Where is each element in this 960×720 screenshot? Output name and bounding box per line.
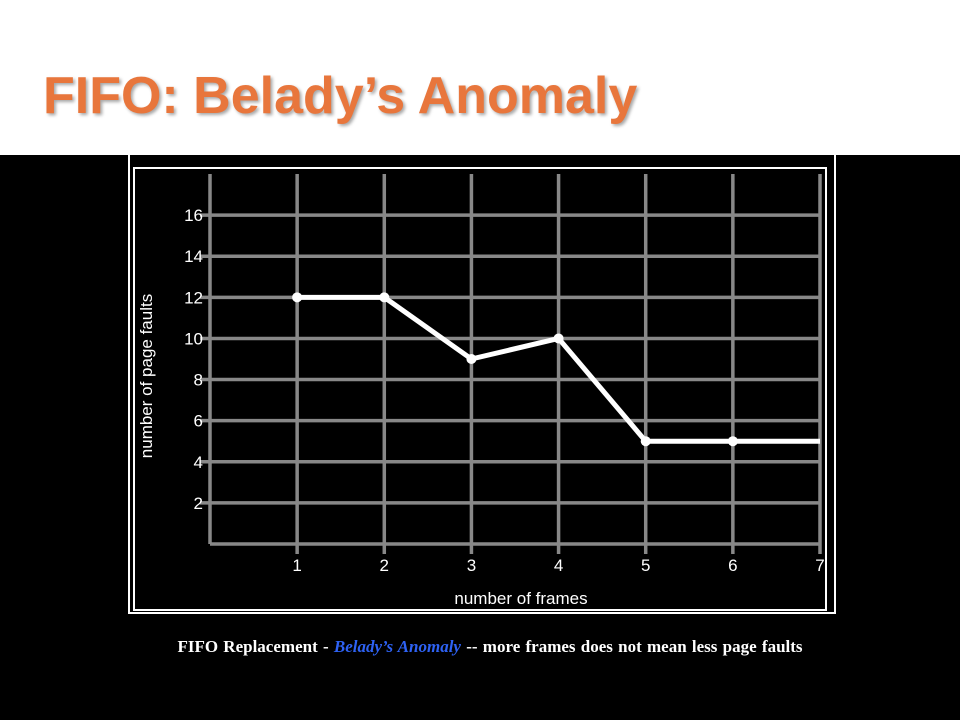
title-band: FIFO: Belady’s Anomaly xyxy=(0,0,960,152)
y-tick-label-4: 4 xyxy=(194,453,203,472)
data-point-x2 xyxy=(379,292,390,303)
data-point-x6 xyxy=(727,436,738,447)
y-tick-label-8: 8 xyxy=(194,371,203,390)
data-point-x3 xyxy=(466,354,477,364)
y-tick-labels: 2 4 6 8 10 12 14 16 xyxy=(184,206,203,513)
y-tick-label-12: 12 xyxy=(184,288,203,307)
y-tick-label-14: 14 xyxy=(184,247,203,266)
caption-prefix: FIFO Replacement - xyxy=(177,637,334,656)
y-tick-label-16: 16 xyxy=(184,206,203,225)
x-tick-label-5: 5 xyxy=(641,556,650,575)
data-series xyxy=(292,292,820,447)
grid-horizontal-lines xyxy=(200,213,820,505)
plot-border xyxy=(133,167,827,611)
x-tick-label-6: 6 xyxy=(728,556,737,575)
y-axis-label: number of page faults xyxy=(137,294,156,458)
x-tick-label-3: 3 xyxy=(467,556,476,575)
x-tick-label-4: 4 xyxy=(554,556,563,575)
y-tick-label-6: 6 xyxy=(194,412,203,431)
data-point-x5 xyxy=(640,436,651,447)
slide-caption: FIFO Replacement - Belady’s Anomaly -- m… xyxy=(0,637,960,657)
axes xyxy=(208,174,820,546)
data-point-x4 xyxy=(553,333,564,344)
y-tick-label-2: 2 xyxy=(194,494,203,513)
x-tick-label-2: 2 xyxy=(380,556,389,575)
slide-title: FIFO: Belady’s Anomaly xyxy=(43,67,638,125)
caption-suffix: -- more frames does not mean less page f… xyxy=(460,637,803,656)
caption-highlight: Belady’s Anomaly xyxy=(333,637,461,656)
x-axis-label: number of frames xyxy=(454,589,587,608)
x-tick-label-7: 7 xyxy=(815,556,824,575)
x-tick-labels: 1 2 3 4 5 6 7 xyxy=(292,556,824,575)
data-point-x1 xyxy=(292,292,303,303)
grid-vertical-lines xyxy=(295,174,822,554)
y-tick-label-10: 10 xyxy=(184,329,203,348)
x-tick-label-1: 1 xyxy=(292,556,301,575)
